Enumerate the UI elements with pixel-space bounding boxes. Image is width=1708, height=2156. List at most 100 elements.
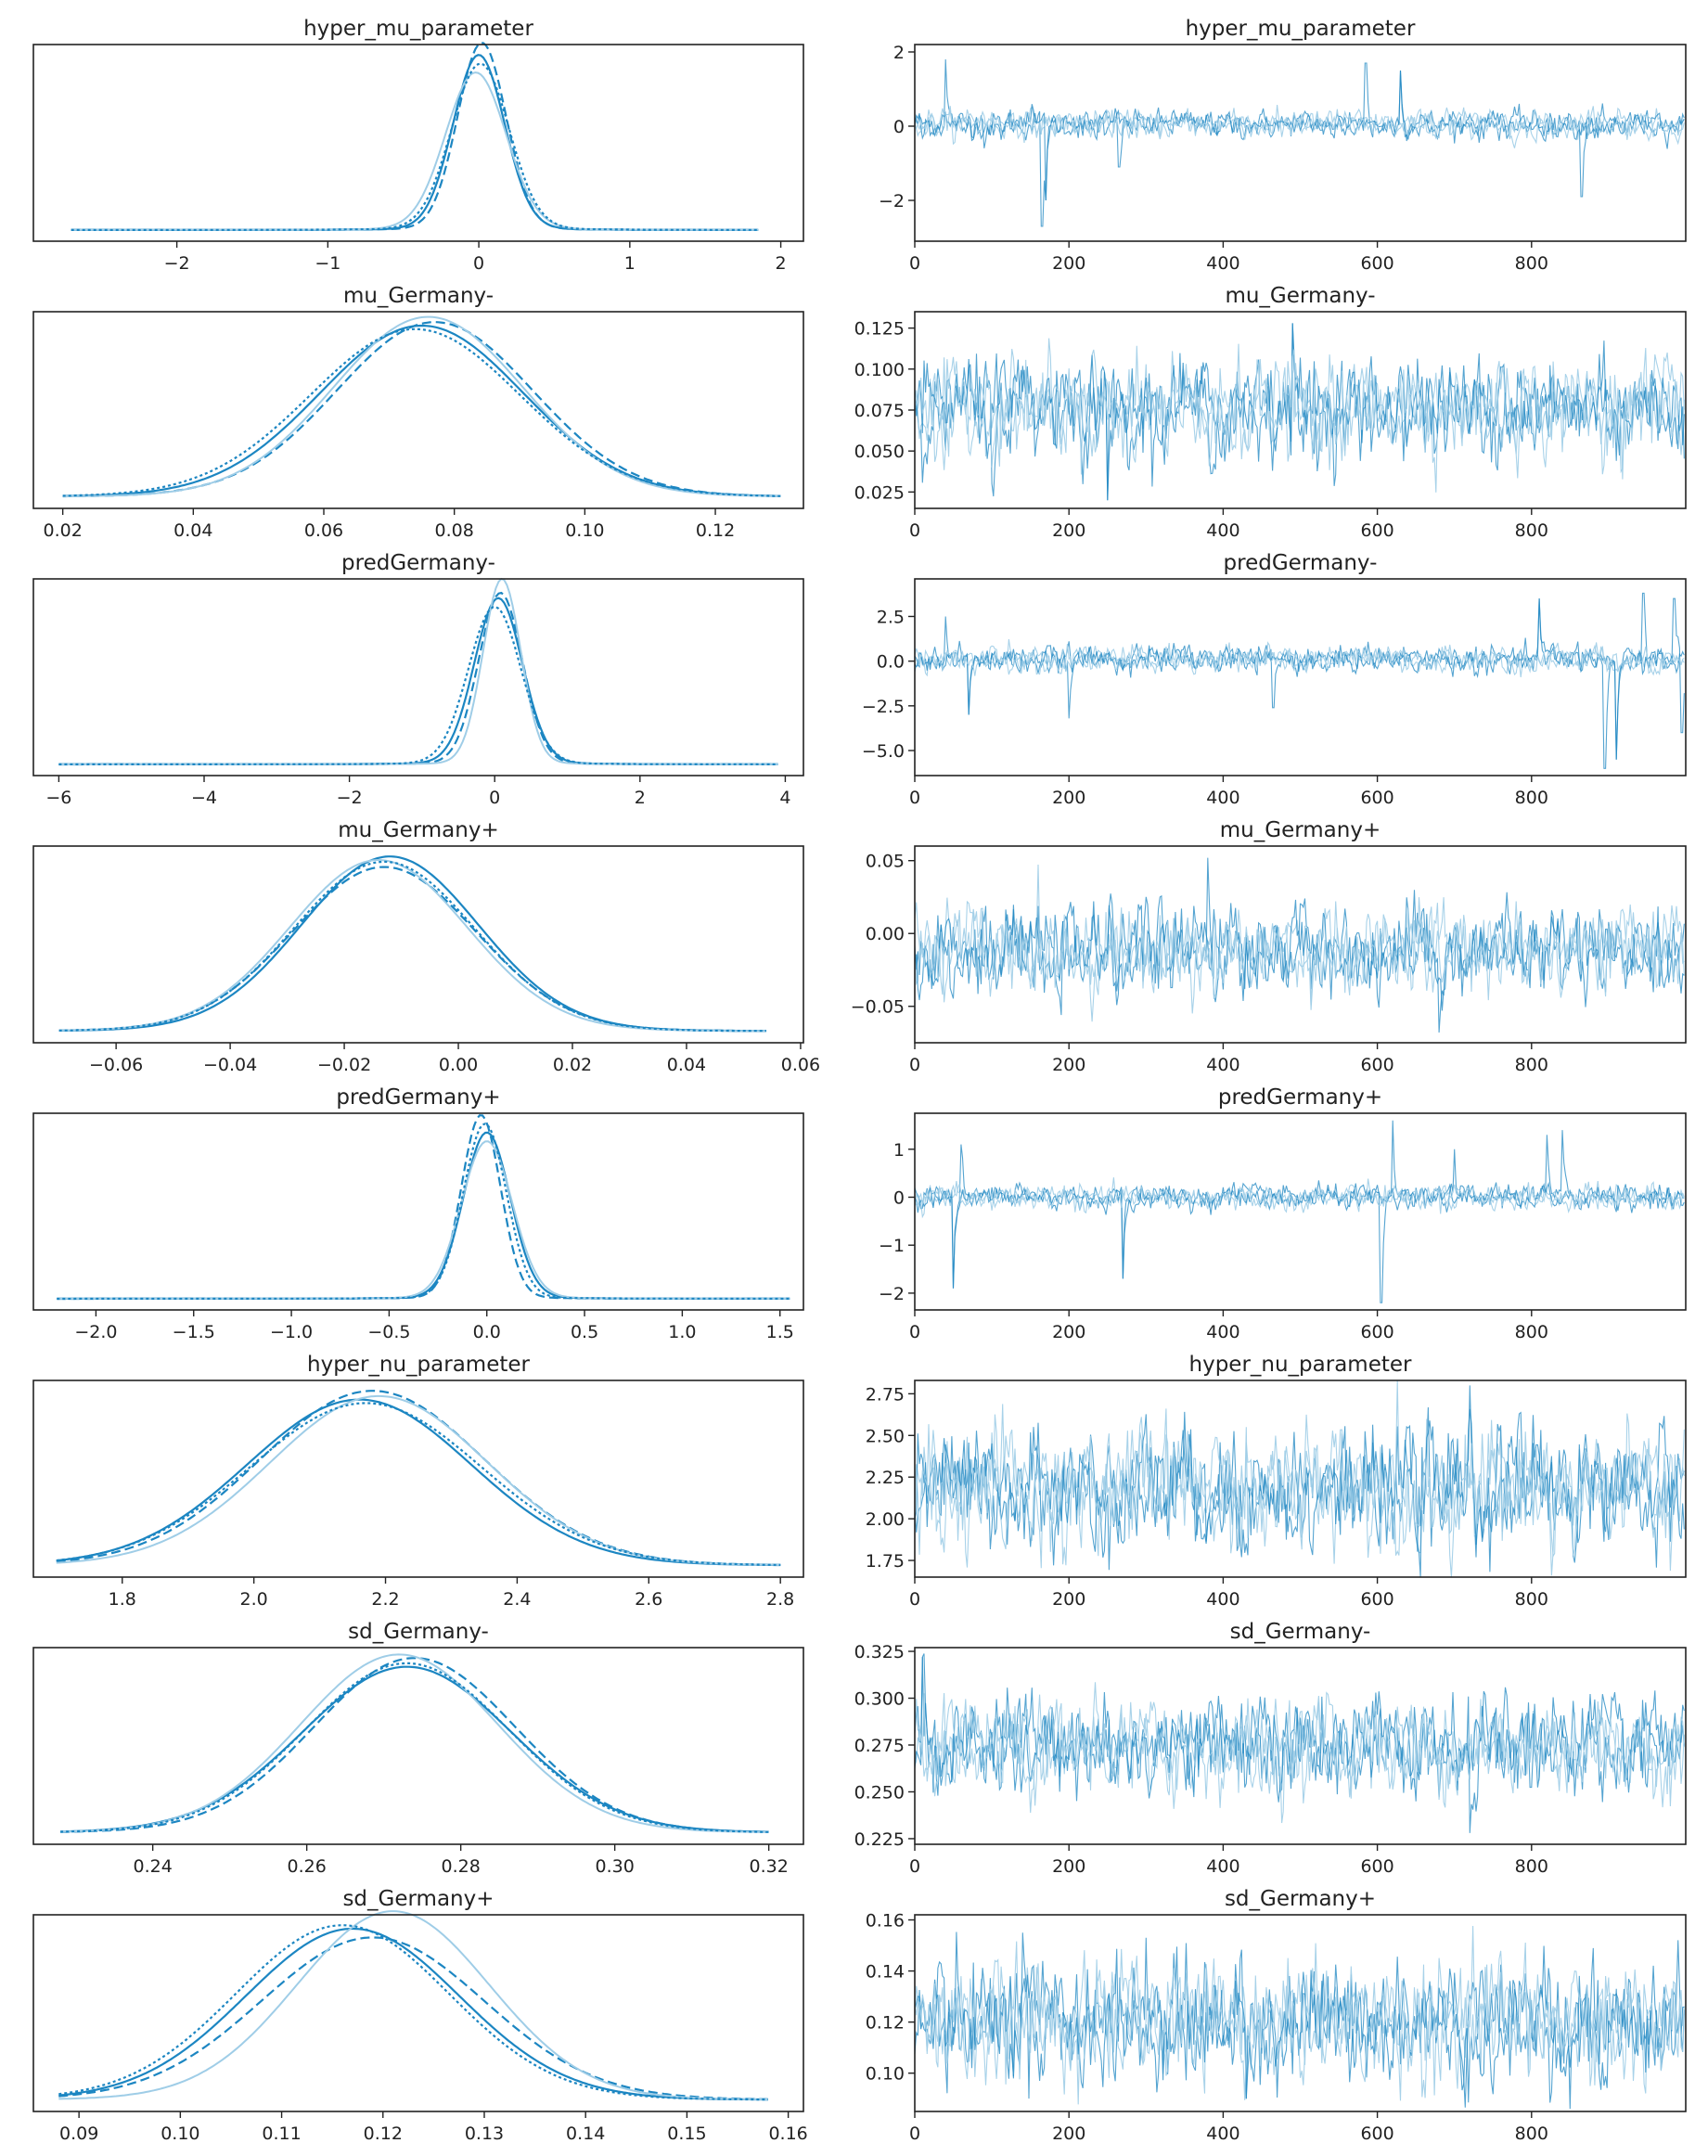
kde-curve-chain-2 xyxy=(58,1936,768,2100)
axes-frame xyxy=(32,1647,804,1845)
kde-curve-chain-1 xyxy=(71,54,759,231)
x-tick-label: 0 xyxy=(909,2124,920,2144)
panel-title: sd_Germany- xyxy=(1230,1620,1371,1644)
x-tick-label: 800 xyxy=(1515,1856,1548,1877)
panel-title: mu_Germany+ xyxy=(1220,818,1381,842)
kde-curve-chain-1 xyxy=(62,324,781,497)
kde-curve-chain-1 xyxy=(58,597,778,765)
panel-title: hyper_nu_parameter xyxy=(1189,1353,1413,1377)
panel-title: sd_Germany+ xyxy=(342,1887,494,1911)
kde-panel-7: sd_Germany- 0.24 0.26 0.28 0.30 0.32 xyxy=(32,1620,804,1877)
y-tick-label: 0 xyxy=(893,117,905,137)
y-tick-label: −2 xyxy=(879,191,905,212)
y-tick-label: −2 xyxy=(879,1284,905,1304)
y-tick-label: −0.05 xyxy=(851,997,905,1018)
x-tick-label: 0.13 xyxy=(465,2124,504,2144)
trace-panel-4: mu_Germany+ −0.05 0.00 0.05 0 200 400 600 800 xyxy=(851,818,1687,1075)
panel-title: mu_Germany+ xyxy=(338,818,498,842)
axes-frame xyxy=(914,1380,1687,1578)
x-tick-label: 600 xyxy=(1360,520,1393,541)
x-tick-label: 2 xyxy=(776,253,787,274)
trace-panel-1: hyper_mu_parameter −2 0 2 0 200 400 600 800 xyxy=(879,17,1687,274)
x-tick-label: 400 xyxy=(1206,788,1239,808)
x-tick-label: 600 xyxy=(1360,788,1393,808)
x-tick-label: 0.0 xyxy=(473,1322,501,1342)
kde-panel-1: hyper_mu_parameter −2 −1 0 1 2 xyxy=(32,17,804,274)
x-tick-label: 400 xyxy=(1206,1589,1239,1610)
kde-curve-chain-3 xyxy=(60,1653,769,1833)
axes-frame xyxy=(914,578,1687,776)
x-tick-label: 0.04 xyxy=(667,1055,706,1075)
y-tick-label: 2.75 xyxy=(866,1384,905,1405)
y-tick-label: 0.025 xyxy=(854,482,905,503)
x-tick-label: 400 xyxy=(1206,520,1239,541)
trace-line-chain-4 xyxy=(914,900,1685,1006)
trace-line-chain-3 xyxy=(914,1657,1685,1802)
trace-line-chain-4 xyxy=(914,1177,1685,1213)
kde-curve-chain-3 xyxy=(58,577,778,765)
y-tick-label: 0.125 xyxy=(854,319,905,340)
trace-line-chain-3 xyxy=(914,1408,1685,1578)
kde-curve-chain-3 xyxy=(71,71,759,231)
x-tick-label: 600 xyxy=(1360,253,1393,274)
x-tick-label: −0.06 xyxy=(89,1055,143,1075)
x-tick-label: 0.10 xyxy=(565,520,604,541)
y-tick-label: −5.0 xyxy=(862,741,905,762)
panel-title: predGermany- xyxy=(1224,551,1378,575)
kde-curve-chain-1 xyxy=(57,1131,790,1300)
y-tick-label: 2.25 xyxy=(866,1468,905,1488)
x-tick-label: 1.5 xyxy=(766,1322,794,1342)
x-tick-label: 800 xyxy=(1515,1322,1548,1342)
kde-panel-6: hyper_nu_parameter 1.8 2.0 2.2 2.4 2.6 2.8 xyxy=(32,1353,804,1610)
trace-panel-7: sd_Germany- 0.225 0.250 0.275 0.300 0.325 0 200… xyxy=(854,1620,1687,1877)
axes-frame xyxy=(32,1914,804,2112)
trace-panel-8: sd_Germany+ 0.10 0.12 0.14 0.16 0 200 400 600 800 xyxy=(866,1887,1687,2144)
trace-line-chain-1 xyxy=(914,857,1685,1033)
kde-curve-chain-2 xyxy=(58,866,767,1033)
kde-curve-chain-2 xyxy=(57,1114,790,1301)
x-tick-label: 0.12 xyxy=(364,2124,403,2144)
y-tick-label: 0.00 xyxy=(866,924,905,944)
trace-line-chain-4 xyxy=(914,1692,1685,1824)
x-tick-label: 4 xyxy=(779,788,790,808)
axes-frame xyxy=(914,1112,1687,1311)
x-tick-label: 0.32 xyxy=(749,1856,788,1877)
x-tick-label: 200 xyxy=(1052,1589,1085,1610)
kde-curve-chain-3 xyxy=(62,315,781,497)
x-tick-label: 400 xyxy=(1206,1322,1239,1342)
y-tick-label: 0.16 xyxy=(866,1911,905,1931)
y-tick-label: 1.75 xyxy=(866,1551,905,1572)
kde-curve-chain-2 xyxy=(56,1390,781,1566)
trace-line-chain-3 xyxy=(914,70,1685,201)
panel-title: hyper_mu_parameter xyxy=(303,17,533,41)
y-tick-label: 0.275 xyxy=(854,1736,905,1756)
x-tick-label: 0.10 xyxy=(161,2124,199,2144)
trace-line-chain-4 xyxy=(914,1941,1685,2105)
x-tick-label: 200 xyxy=(1052,253,1085,274)
x-tick-label: 0.08 xyxy=(435,520,474,541)
x-tick-label: 0.02 xyxy=(553,1055,592,1075)
trace-line-chain-1 xyxy=(914,592,1685,769)
x-tick-label: 0 xyxy=(909,520,920,541)
x-tick-label: −0.04 xyxy=(203,1055,257,1075)
x-tick-label: 0 xyxy=(473,253,484,274)
kde-curve-chain-4 xyxy=(58,860,766,1033)
y-tick-label: 0.10 xyxy=(866,2064,905,2085)
x-tick-label: 1.0 xyxy=(668,1322,696,1342)
trace-line-chain-3 xyxy=(914,598,1685,760)
y-tick-label: 0.14 xyxy=(866,1962,905,1983)
y-tick-label: 0.325 xyxy=(854,1642,905,1662)
x-tick-label: 600 xyxy=(1360,1856,1393,1877)
x-tick-label: −1.5 xyxy=(173,1322,215,1342)
kde-curve-chain-4 xyxy=(58,606,778,765)
x-tick-label: 600 xyxy=(1360,1322,1393,1342)
panel-title: predGermany+ xyxy=(1218,1085,1382,1110)
y-tick-label: 0.050 xyxy=(854,442,905,462)
kde-curve-chain-2 xyxy=(71,42,759,231)
axes-frame xyxy=(32,1112,804,1311)
trace-line-chain-2 xyxy=(914,1925,1685,2096)
x-tick-label: 800 xyxy=(1515,253,1548,274)
x-tick-label: 0 xyxy=(909,253,920,274)
x-tick-label: −2 xyxy=(337,788,363,808)
panel-title: mu_Germany- xyxy=(343,284,494,308)
